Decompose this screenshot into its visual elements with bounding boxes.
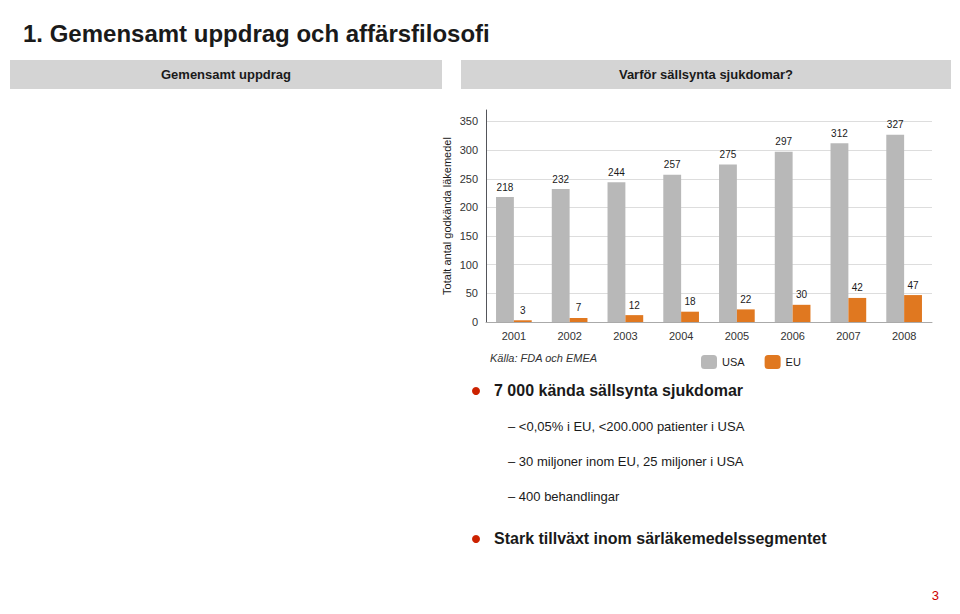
svg-text:250: 250 bbox=[460, 173, 478, 185]
svg-text:2004: 2004 bbox=[669, 330, 693, 342]
svg-text:7: 7 bbox=[576, 302, 582, 313]
svg-text:Källa: FDA och EMEA: Källa: FDA och EMEA bbox=[490, 352, 597, 364]
svg-text:– 30 miljoner inom EU, 25 milj: – 30 miljoner inom EU, 25 miljoner i USA bbox=[508, 454, 744, 469]
svg-text:2006: 2006 bbox=[780, 330, 804, 342]
svg-text:2007: 2007 bbox=[836, 330, 860, 342]
svg-text:47: 47 bbox=[907, 280, 919, 291]
svg-text:232: 232 bbox=[552, 174, 569, 185]
svg-text:18: 18 bbox=[684, 296, 696, 307]
svg-text:2003: 2003 bbox=[613, 330, 637, 342]
svg-text:312: 312 bbox=[831, 128, 848, 139]
svg-text:Stark tillväxt inom särläkemed: Stark tillväxt inom särläkemedelssegment… bbox=[494, 530, 827, 547]
svg-text:USA: USA bbox=[722, 356, 745, 368]
svg-text:200: 200 bbox=[460, 201, 478, 213]
svg-text:0: 0 bbox=[472, 316, 478, 328]
svg-text:100: 100 bbox=[460, 259, 478, 271]
svg-text:218: 218 bbox=[497, 182, 514, 193]
svg-text:7 000 kända sällsynta sjukdoma: 7 000 kända sällsynta sjukdomar bbox=[494, 382, 743, 399]
svg-text:2008: 2008 bbox=[892, 330, 916, 342]
svg-text:150: 150 bbox=[460, 230, 478, 242]
svg-text:– 400 behandlingar: – 400 behandlingar bbox=[508, 489, 620, 504]
svg-text:Gemensamt uppdrag: Gemensamt uppdrag bbox=[161, 67, 291, 82]
svg-text:257: 257 bbox=[664, 159, 681, 170]
svg-text:2002: 2002 bbox=[557, 330, 581, 342]
svg-text:22: 22 bbox=[740, 294, 752, 305]
svg-text:300: 300 bbox=[460, 144, 478, 156]
svg-text:297: 297 bbox=[775, 136, 792, 147]
svg-text:Varför sällsynta sjukdomar?: Varför sällsynta sjukdomar? bbox=[619, 67, 793, 82]
svg-text:3: 3 bbox=[520, 305, 526, 316]
svg-text:Totalt antal godkända läkemede: Totalt antal godkända läkemedel bbox=[441, 137, 453, 295]
svg-text:EU: EU bbox=[786, 356, 801, 368]
svg-text:42: 42 bbox=[852, 282, 864, 293]
svg-text:30: 30 bbox=[796, 289, 808, 300]
svg-text:12: 12 bbox=[629, 300, 641, 311]
svg-text:1. Gemensamt uppdrag och affär: 1. Gemensamt uppdrag och affärsfilosofi bbox=[23, 20, 490, 47]
svg-text:2001: 2001 bbox=[502, 330, 526, 342]
svg-text:3: 3 bbox=[932, 588, 939, 603]
svg-text:– <0,05% i EU, <200.000 patien: – <0,05% i EU, <200.000 patienter i USA bbox=[508, 419, 745, 434]
svg-text:327: 327 bbox=[887, 119, 904, 130]
svg-text:2005: 2005 bbox=[725, 330, 749, 342]
svg-text:275: 275 bbox=[720, 149, 737, 160]
svg-text:50: 50 bbox=[466, 287, 478, 299]
svg-text:244: 244 bbox=[608, 167, 625, 178]
svg-text:350: 350 bbox=[460, 115, 478, 127]
